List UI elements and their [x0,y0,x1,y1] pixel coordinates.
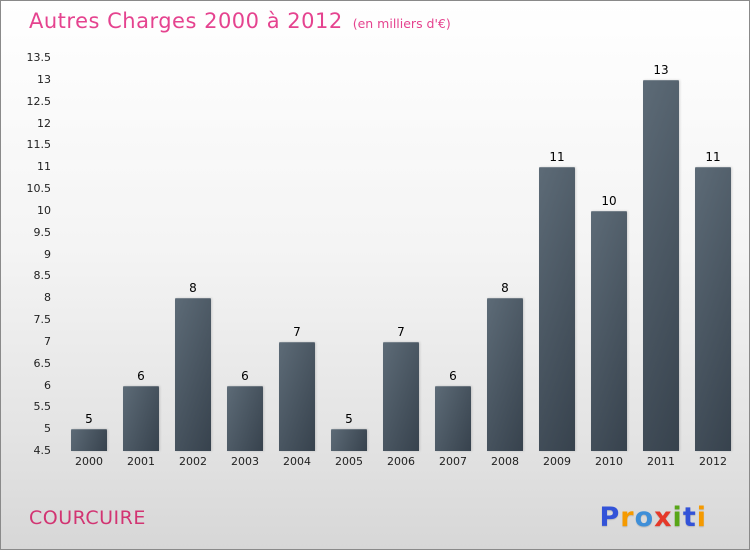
logo-letter: i [672,502,683,533]
bar-2003 [227,385,263,451]
y-tick-label: 6.5 [33,356,52,370]
x-tick-label: 2003 [231,455,259,468]
bar-2006 [383,341,419,451]
bar-value-label: 7 [397,324,405,339]
bar-2012 [695,167,731,451]
bar-value-label: 8 [189,281,197,296]
x-tick-label: 2006 [387,455,415,468]
bar-value-label: 13 [653,62,669,77]
y-tick-label: 8 [44,291,51,305]
y-tick-label: 12.5 [26,94,52,108]
bar-2000 [71,429,107,451]
bar-value-label: 11 [549,150,565,165]
bar-2008 [487,298,523,451]
y-tick-label: 12 [37,116,51,130]
logo-letter: i [696,502,707,533]
x-tick-label: 2008 [491,455,519,468]
x-tick-label: 2011 [647,455,675,468]
chart-subtitle: (en milliers d'€) [352,16,451,31]
logo-letter: t [682,502,697,533]
x-tick-label: 2012 [699,455,727,468]
bar-2004 [279,341,315,451]
bar-value-label: 8 [501,281,509,296]
chart-header: Autres Charges 2000 à 2012 (en milliers d… [29,9,451,33]
bar-value-label: 5 [85,412,93,427]
bar-2002 [175,298,211,451]
bar-value-label: 11 [705,150,721,165]
bar-2009 [539,167,575,451]
logo-letter: x [654,502,673,533]
x-axis: 2000 2001 2002 2003 2004 2005 2006 2007 2008 2009… [63,455,739,473]
y-tick-label: 5.5 [33,400,52,414]
bar-value-label: 6 [241,368,249,383]
proxiti-logo: Proxiti [599,502,707,533]
logo-letter: P [599,502,621,533]
y-tick-label: 11.5 [26,138,52,152]
y-tick-label: 7.5 [33,313,52,326]
plot-area: 5 6 8 6 7 5 7 6 8 11 10 13 11 [63,58,739,451]
bar-value-label: 6 [449,368,457,383]
bar-value-label: 7 [293,324,301,339]
logo-letter: r [620,502,635,533]
y-tick-label: 7 [44,334,51,348]
x-tick-label: 2004 [283,455,311,468]
x-tick-label: 2009 [543,455,571,468]
chart-title: Autres Charges 2000 à 2012 [29,9,343,33]
y-tick-label: 4.5 [33,444,52,457]
y-axis: 4.5 5 5.5 6 6.5 7 7.5 8 8.5 9 9.5 10 10.5 11 11.5 12 12.… [1,51,55,457]
bar-2005 [331,429,367,451]
bar-value-label: 10 [601,193,617,208]
y-tick-label: 13.5 [26,51,52,64]
bar-2001 [123,385,159,451]
y-tick-label: 6 [44,378,51,392]
footer: COURCUIRE Proxiti [1,487,749,549]
y-tick-label: 5 [44,422,51,436]
bar-value-label: 5 [345,412,353,427]
y-tick-label: 13 [37,72,51,86]
y-tick-label: 10 [37,203,51,217]
logo-letter: o [634,502,655,533]
company-name: COURCUIRE [29,507,146,529]
bar-2010 [591,210,627,451]
x-tick-label: 2005 [335,455,363,468]
y-tick-label: 10.5 [26,182,52,195]
y-tick-label: 8.5 [33,269,52,283]
x-tick-label: 2007 [439,455,467,468]
y-tick-label: 11 [37,160,51,174]
bar-2011 [643,79,679,451]
x-tick-label: 2001 [127,455,155,468]
x-tick-label: 2002 [179,455,207,468]
x-tick-label: 2010 [595,455,623,468]
bar-value-label: 6 [137,368,145,383]
bar-2007 [435,385,471,451]
x-tick-label: 2000 [75,455,103,468]
y-tick-label: 9 [44,247,51,261]
y-tick-label: 9.5 [33,225,52,239]
